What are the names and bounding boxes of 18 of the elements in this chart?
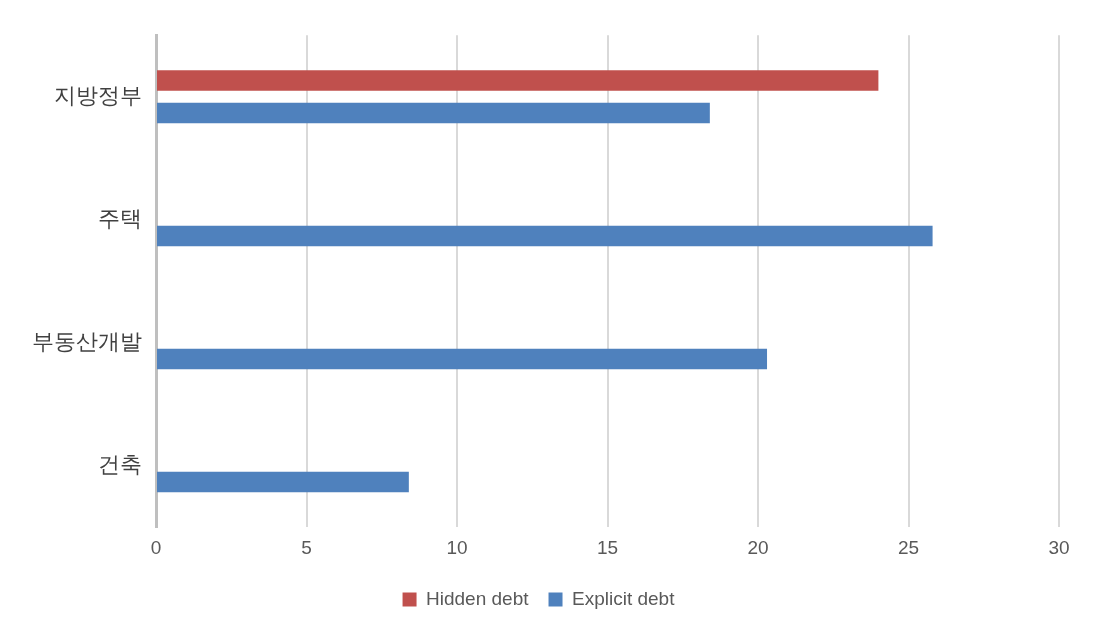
- bar: [157, 102, 710, 124]
- bar: [157, 471, 409, 493]
- y-tick-label: 부동산개발: [32, 328, 142, 354]
- x-tick-label: 5: [301, 536, 312, 558]
- x-tick-label: 0: [150, 536, 162, 558]
- x-tick-label: 10: [446, 536, 468, 558]
- x-tick-label: 15: [596, 536, 619, 558]
- y-tick-label: 주택: [98, 205, 142, 231]
- bar: [157, 348, 768, 370]
- legend-label: Hidden debt: [426, 587, 530, 609]
- y-tick-label: 지방정부: [54, 82, 142, 108]
- x-tick-label: 25: [897, 536, 920, 558]
- x-tick-label: 30: [1048, 536, 1070, 558]
- x-tick-label: 20: [747, 536, 769, 558]
- legend-label: Explicit debt: [572, 587, 676, 609]
- bar: [157, 225, 933, 247]
- bar: [157, 70, 879, 91]
- y-tick-label: 건축: [98, 451, 142, 477]
